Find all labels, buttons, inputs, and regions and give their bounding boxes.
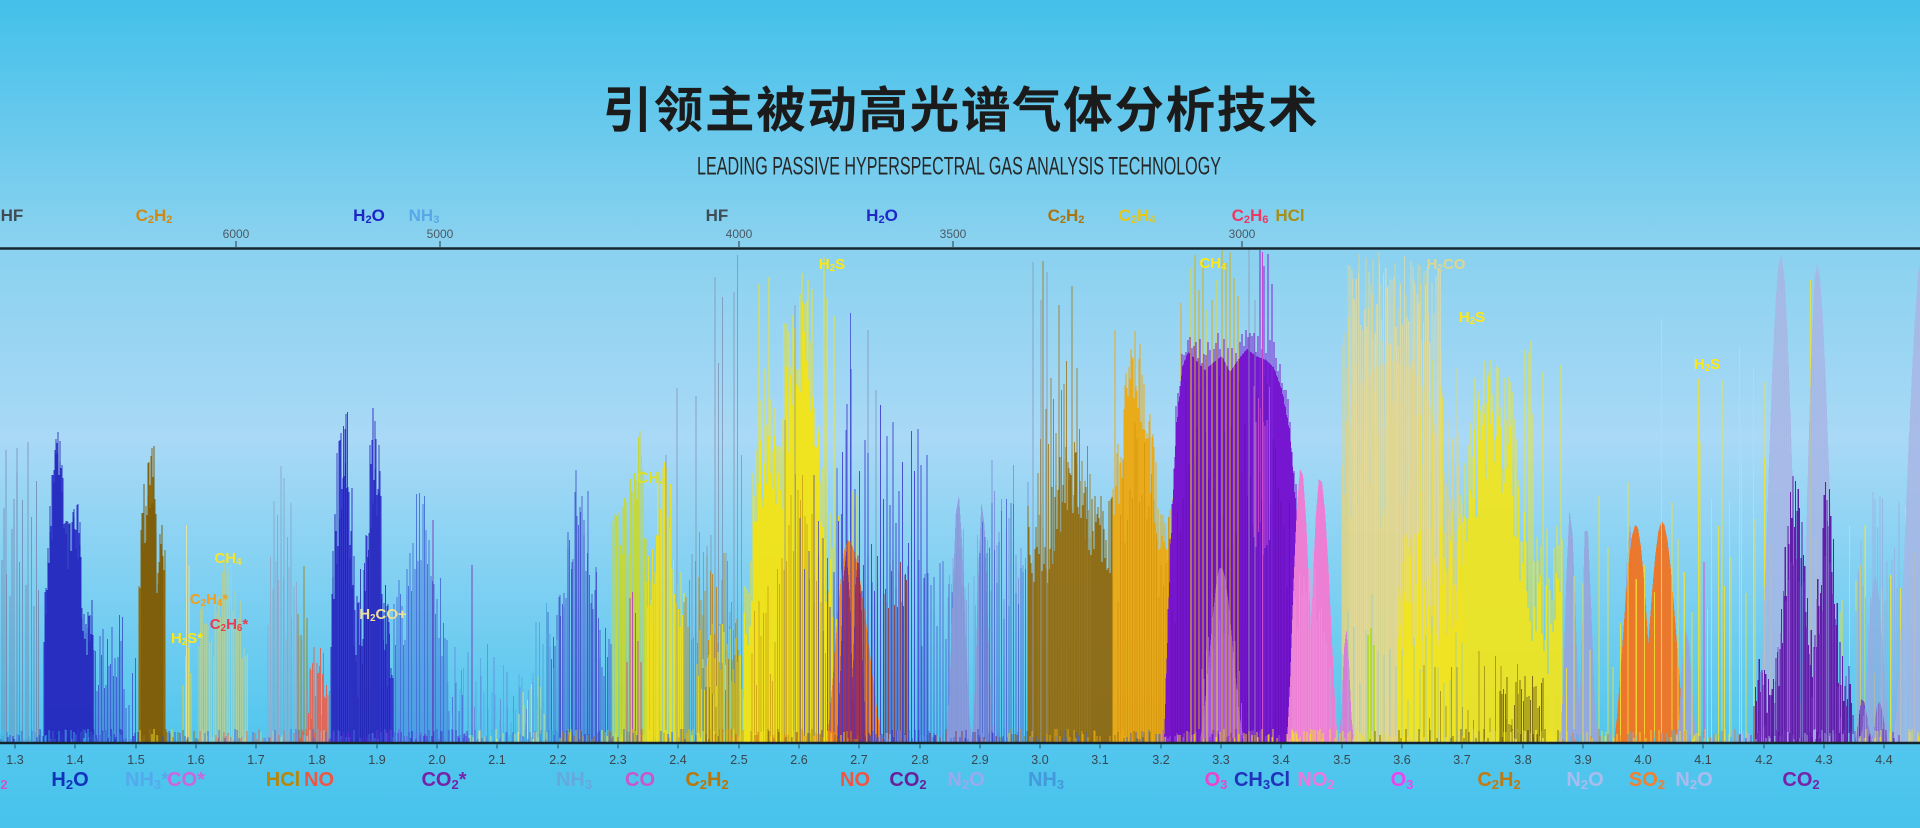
svg-text:4.1: 4.1 <box>1694 753 1711 767</box>
svg-text:1.6: 1.6 <box>187 753 204 767</box>
svg-text:2.4: 2.4 <box>669 753 686 767</box>
svg-text:H2S: H2S <box>1694 356 1720 374</box>
svg-text:3.5: 3.5 <box>1333 753 1350 767</box>
svg-text:H2CO: H2CO <box>1427 256 1466 274</box>
svg-text:5000: 5000 <box>427 227 454 241</box>
svg-text:2.8: 2.8 <box>911 753 928 767</box>
svg-text:1.8: 1.8 <box>308 753 325 767</box>
svg-text:3.3: 3.3 <box>1212 753 1229 767</box>
svg-text:CH3Cl: CH3Cl <box>1234 769 1290 792</box>
svg-text:C2H2: C2H2 <box>685 769 728 792</box>
svg-text:C2H2: C2H2 <box>1048 206 1085 226</box>
svg-text:4.2: 4.2 <box>1755 753 1772 767</box>
svg-text:NH3: NH3 <box>409 206 440 226</box>
svg-text:3000: 3000 <box>1229 227 1256 241</box>
svg-text:3500: 3500 <box>940 227 967 241</box>
svg-text:3.2: 3.2 <box>1152 753 1169 767</box>
svg-text:N2O: N2O <box>947 769 984 792</box>
svg-text:C2H2: C2H2 <box>1477 769 1520 792</box>
svg-text:H2S: H2S <box>819 256 845 274</box>
svg-text:HF: HF <box>1 206 24 225</box>
svg-text:2.5: 2.5 <box>730 753 747 767</box>
svg-text:CO2*: CO2* <box>421 769 466 792</box>
svg-text:NH3: NH3 <box>1028 769 1064 792</box>
svg-text:CH4: CH4 <box>214 550 242 568</box>
svg-text:CH4: CH4 <box>637 470 666 488</box>
svg-text:2.6: 2.6 <box>790 753 807 767</box>
svg-text:1.3: 1.3 <box>6 753 23 767</box>
svg-text:N2O: N2O <box>1566 769 1603 792</box>
svg-text:4000: 4000 <box>726 227 753 241</box>
svg-text:H2O: H2O <box>866 206 898 226</box>
svg-text:HF: HF <box>706 206 729 225</box>
svg-text:C2H6: C2H6 <box>1232 206 1269 226</box>
svg-text:2.0: 2.0 <box>428 753 445 767</box>
svg-text:CO2: CO2 <box>0 769 8 792</box>
svg-text:C2H4: C2H4 <box>1119 206 1157 226</box>
svg-text:H2S*: H2S* <box>171 630 203 648</box>
svg-text:NO2: NO2 <box>1297 769 1334 792</box>
svg-text:LEADING PASSIVE HYPERSPECTRAL: LEADING PASSIVE HYPERSPECTRAL GAS ANALYS… <box>697 153 1221 181</box>
svg-text:1.9: 1.9 <box>368 753 385 767</box>
svg-text:1.5: 1.5 <box>127 753 144 767</box>
svg-text:CH4: CH4 <box>1199 255 1227 273</box>
svg-text:3.1: 3.1 <box>1091 753 1108 767</box>
svg-text:2.2: 2.2 <box>549 753 566 767</box>
svg-text:H2O: H2O <box>353 206 385 226</box>
svg-text:CO2: CO2 <box>889 769 926 792</box>
svg-text:4.0: 4.0 <box>1634 753 1651 767</box>
svg-text:HCl: HCl <box>266 769 300 791</box>
svg-text:CO*: CO* <box>167 769 205 791</box>
svg-text:3.7: 3.7 <box>1453 753 1470 767</box>
svg-text:SO2: SO2 <box>1629 769 1665 792</box>
svg-text:2.1: 2.1 <box>488 753 505 767</box>
svg-text:C2H2: C2H2 <box>136 206 173 226</box>
svg-text:HCl: HCl <box>1275 206 1304 225</box>
svg-text:CO2: CO2 <box>1782 769 1819 792</box>
svg-text:1.4: 1.4 <box>66 753 83 767</box>
svg-text:3.6: 3.6 <box>1393 753 1410 767</box>
svg-text:3.8: 3.8 <box>1514 753 1531 767</box>
svg-text:NH3*: NH3* <box>125 769 169 792</box>
svg-text:N2O: N2O <box>1675 769 1712 792</box>
svg-text:H2O: H2O <box>51 769 88 792</box>
svg-text:2.9: 2.9 <box>971 753 988 767</box>
svg-text:6000: 6000 <box>223 227 250 241</box>
svg-text:2.3: 2.3 <box>609 753 626 767</box>
svg-text:4.3: 4.3 <box>1815 753 1832 767</box>
svg-text:NO: NO <box>304 769 334 791</box>
svg-text:1.7: 1.7 <box>247 753 264 767</box>
svg-text:C2H4*: C2H4* <box>190 591 229 609</box>
svg-text:H2CO+: H2CO+ <box>359 606 407 624</box>
svg-text:C2H6*: C2H6* <box>210 616 249 634</box>
svg-text:NO: NO <box>840 769 870 791</box>
svg-text:2.7: 2.7 <box>850 753 867 767</box>
svg-text:CO: CO <box>625 769 655 791</box>
svg-text:3.0: 3.0 <box>1031 753 1048 767</box>
svg-text:H2S: H2S <box>1459 309 1485 327</box>
svg-text:3.9: 3.9 <box>1574 753 1591 767</box>
svg-text:3.4: 3.4 <box>1272 753 1289 767</box>
svg-text:4.4: 4.4 <box>1875 753 1892 767</box>
svg-text:NH3: NH3 <box>556 769 592 792</box>
